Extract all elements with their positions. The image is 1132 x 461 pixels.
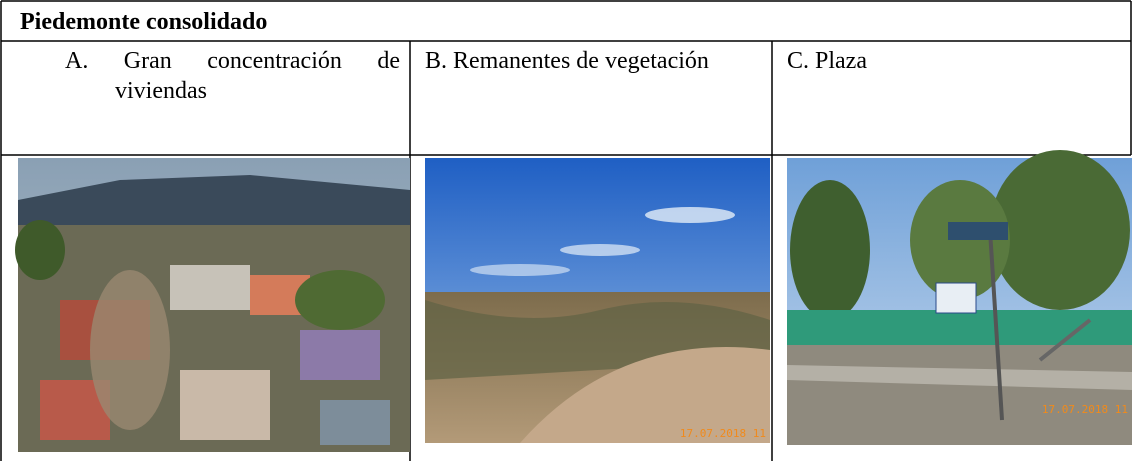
photo-plaza: 17.07.2018 11 [787, 150, 1132, 445]
table-title: Piedemonte consolidado [20, 9, 268, 35]
photo-stamp: 17.07.2018 11 [1042, 403, 1128, 416]
column-label: B. Remanentes de vegetación [425, 48, 709, 74]
photo-vegetation: 17.07.2018 11 [425, 158, 770, 443]
column-label: A. Gran concentración de viviendas [65, 48, 400, 104]
column-label: C. Plaza [787, 48, 867, 74]
photo-stamp: 17.07.2018 11 [680, 427, 766, 440]
photo-houses [15, 158, 410, 452]
